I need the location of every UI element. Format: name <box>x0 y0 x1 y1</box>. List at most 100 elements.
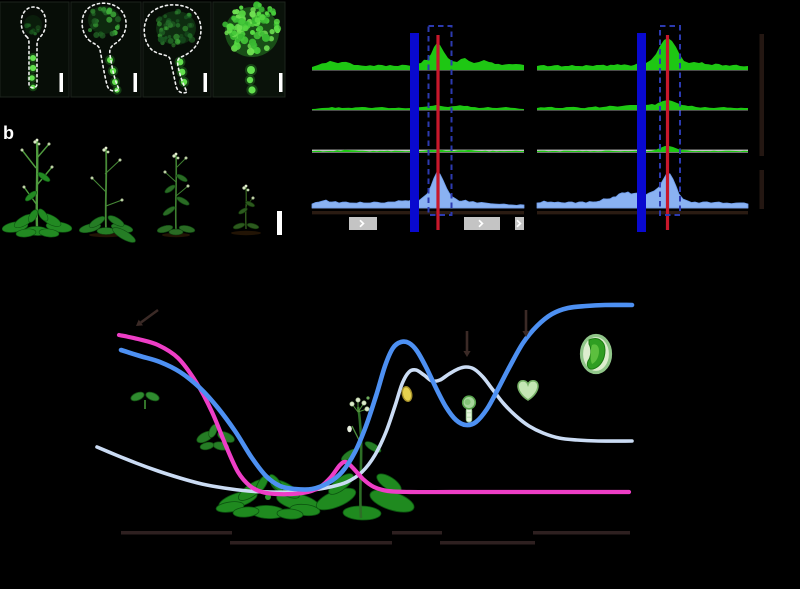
gfp-nucleus <box>258 6 265 13</box>
flower-bud <box>186 184 190 188</box>
gfp-nucleus <box>238 18 246 25</box>
event-arrow-head <box>463 351 471 357</box>
plant-photo <box>156 152 196 238</box>
gfp-nucleus <box>273 18 280 25</box>
leaf <box>37 208 49 222</box>
suspensor-nucleus <box>246 76 254 84</box>
gfp-nucleus <box>253 31 261 40</box>
gfp-nucleus <box>237 33 244 40</box>
suspensor-nucleus <box>247 66 255 74</box>
gfp-coverage-track <box>537 38 748 70</box>
gfp-nucleus <box>261 33 270 42</box>
event-arrow-head <box>136 319 143 326</box>
flower-bud <box>163 170 167 174</box>
scale-bar <box>277 211 282 235</box>
flower <box>355 397 361 403</box>
micrograph-frame <box>142 1 212 98</box>
flower-bud <box>251 196 255 200</box>
strand-arrow <box>359 219 365 228</box>
gfp-nucleus <box>256 25 264 32</box>
gfp-nucleus <box>171 43 176 48</box>
stem <box>174 153 178 232</box>
branch <box>175 185 189 197</box>
gfp-nucleus <box>106 16 113 23</box>
mature-embryo-seed-icon <box>579 333 613 375</box>
branch <box>175 157 187 169</box>
dashed-peak-box <box>427 25 453 216</box>
gfp-nucleus <box>260 31 265 36</box>
gfp-nucleus <box>238 10 246 18</box>
gfp-nucleus <box>101 6 107 12</box>
strand-arrow <box>516 219 522 228</box>
gfp-nucleus <box>269 29 275 35</box>
gfp-nucleus <box>175 8 181 15</box>
pale-blue-curve <box>95 365 634 494</box>
leaf <box>38 228 60 238</box>
leaf <box>112 227 136 243</box>
panel-b-label: b <box>3 123 14 143</box>
heart-embryo-icon <box>517 380 539 401</box>
gfp-nucleus <box>175 23 181 28</box>
leaf <box>238 207 248 215</box>
gfp-nucleus <box>175 19 180 23</box>
gfp-nucleus <box>115 16 122 23</box>
gfp-nucleus <box>167 35 172 39</box>
gfp-nucleus <box>257 3 262 8</box>
leaf <box>28 209 38 223</box>
plant-photo <box>78 146 136 243</box>
blue-highlight-bar <box>637 33 646 232</box>
gfp-nucleus <box>182 25 189 32</box>
plant-photo <box>231 184 261 236</box>
gfp-nucleus <box>24 23 30 29</box>
gfp-nucleus <box>167 38 174 44</box>
flower <box>361 400 367 406</box>
leaf <box>25 190 37 202</box>
flower-bud <box>50 165 54 169</box>
leaf <box>164 184 176 194</box>
gfp-nucleus <box>187 33 193 39</box>
micrograph-frame <box>0 1 70 98</box>
gfp-nucleus <box>259 14 266 21</box>
gfp-nucleus <box>35 25 41 31</box>
plant-photo <box>1 138 73 238</box>
gfp-nucleus <box>91 12 96 16</box>
gfp-nucleus <box>248 38 257 46</box>
event-arrow <box>140 308 159 324</box>
scale-bar <box>279 73 283 92</box>
branch <box>36 143 50 159</box>
gfp-nucleus <box>269 8 276 14</box>
flower <box>349 401 355 407</box>
gfp-nucleus <box>36 28 40 33</box>
gfp-nucleus <box>110 11 117 18</box>
embryo-outline-dashed <box>81 2 127 92</box>
stem <box>104 147 108 232</box>
scale-bar <box>133 73 137 92</box>
leaf <box>232 222 246 230</box>
gfp-signal-dots <box>24 1 282 96</box>
gfp-nucleus <box>242 25 249 32</box>
soil <box>89 232 123 238</box>
event-arrow-head <box>522 331 530 337</box>
leaf <box>162 206 176 216</box>
gfp-coverage-track <box>537 100 748 110</box>
leaf <box>145 391 160 402</box>
seed-icon <box>401 385 413 403</box>
gfp-nucleus <box>253 46 261 55</box>
gfp-nucleus <box>93 32 100 38</box>
stage-bar <box>121 531 232 535</box>
leaf <box>156 224 174 234</box>
leaf <box>15 228 37 238</box>
gfp-nucleus <box>163 26 168 31</box>
gfp-nucleus <box>174 39 181 45</box>
flower-bud <box>22 185 26 189</box>
dashed-peak-box <box>659 25 681 216</box>
flower-bud <box>347 425 352 433</box>
stage-bar <box>230 541 392 545</box>
leaf <box>178 225 196 233</box>
leaf <box>176 174 188 182</box>
group-bracket <box>759 34 764 156</box>
suspensor-nucleus <box>29 75 35 81</box>
leaf <box>246 222 260 230</box>
strand-arrow <box>478 219 484 228</box>
